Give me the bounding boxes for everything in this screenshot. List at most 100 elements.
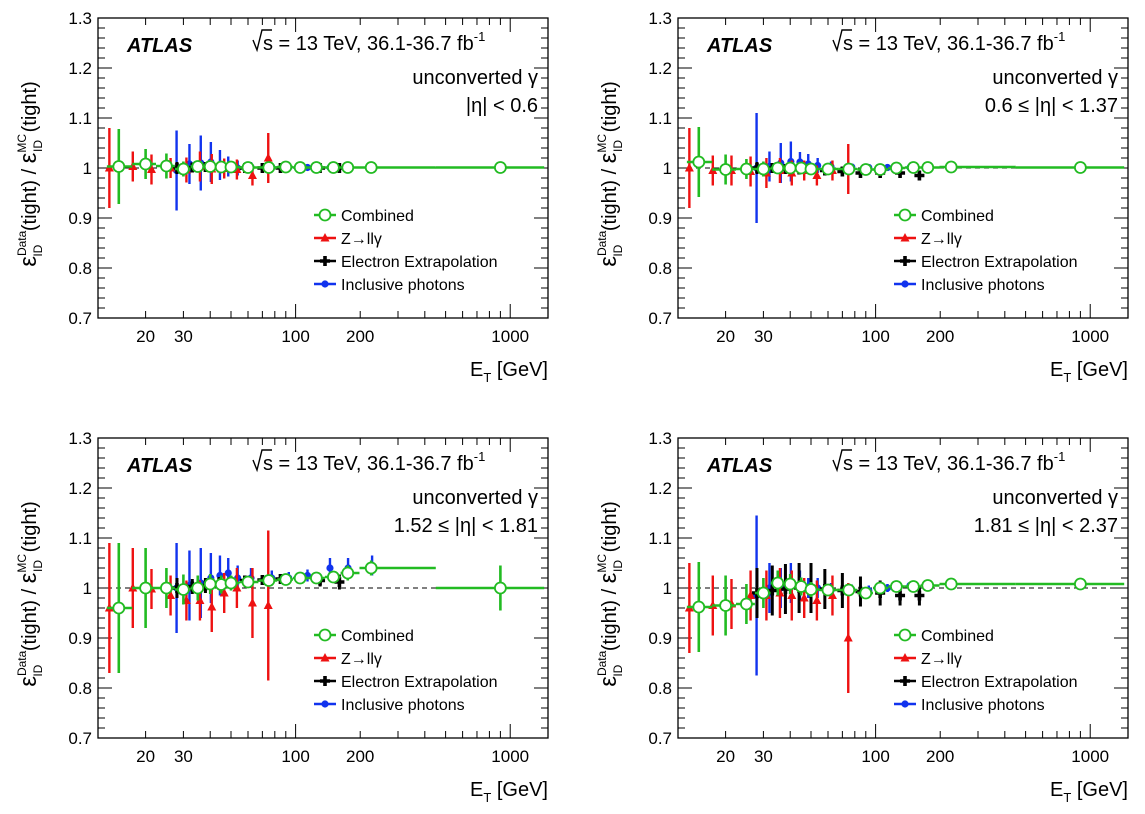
series-open-circle — [686, 127, 1125, 197]
legend-label: Electron Extrapolation — [341, 674, 498, 691]
data-point — [771, 576, 785, 590]
y-sub: ID — [31, 244, 45, 256]
y-tick-label: 0.8 — [68, 259, 92, 278]
data-point — [263, 153, 273, 162]
data-point — [804, 583, 818, 596]
x-tick-label: 200 — [346, 747, 374, 766]
x-axis-main: E — [1050, 779, 1063, 801]
y-tick-label: 1.3 — [68, 429, 92, 448]
data-point — [112, 601, 126, 615]
legend-item: Combined — [894, 628, 994, 645]
data-point — [262, 574, 276, 587]
data-point — [247, 598, 257, 607]
y-tick-label: 0.9 — [68, 209, 92, 228]
data-point — [263, 600, 273, 609]
data-point — [740, 162, 753, 176]
data-point — [859, 586, 873, 600]
y-tick-label: 0.7 — [648, 309, 672, 328]
y-tick-label: 1.1 — [68, 109, 92, 128]
y-tick-label: 0.9 — [68, 629, 92, 648]
x-axis-sub: T — [1063, 370, 1071, 385]
data-point — [364, 161, 378, 174]
legend-label: Inclusive photons — [341, 697, 465, 714]
data-point — [341, 566, 355, 580]
energy-text: s = 13 TeV, 36.1-36.7 fb — [263, 453, 474, 475]
data-point — [293, 571, 307, 585]
legend-marker — [321, 280, 329, 288]
data-point — [493, 161, 507, 174]
sqrt-symbol — [252, 29, 272, 53]
region-label: unconverted γ — [412, 487, 538, 509]
x-tick-label: 30 — [174, 327, 193, 346]
data-point — [219, 588, 229, 597]
y-eps: ε — [15, 676, 42, 687]
data-point — [859, 163, 873, 176]
data-point — [783, 577, 797, 591]
y-tick-label: 1.1 — [648, 529, 672, 548]
chart-panel-4: 0.7 0.8 0.9 1 1.1 1.2 1.3 20 30 100 200 1000 ATLAS s … — [580, 420, 1140, 812]
x-tick-label: 1000 — [1071, 327, 1109, 346]
y-sup: MC — [595, 554, 609, 573]
y-tick-label: 0.9 — [648, 629, 672, 648]
y-sub: ID — [31, 140, 45, 152]
legend-marker — [320, 653, 330, 662]
legend-label: Z→llγ — [341, 231, 382, 248]
data-point — [944, 577, 958, 591]
x-axis-label: ET [GeV] — [1050, 359, 1128, 385]
x-axis-label: ET [GeV] — [470, 779, 548, 805]
energy-sup: -1 — [1054, 29, 1066, 44]
x-tick-label: 1000 — [491, 327, 529, 346]
data-point — [334, 577, 345, 587]
x-tick-label: 100 — [281, 747, 309, 766]
y-eps: ε — [15, 572, 42, 583]
x-axis-main: E — [1050, 359, 1063, 381]
data-point — [719, 599, 733, 612]
data-point — [827, 590, 837, 599]
legend-marker — [321, 700, 329, 708]
y-tick-label: 0.8 — [648, 679, 672, 698]
energy-sup: -1 — [1054, 449, 1066, 464]
data-point — [146, 164, 156, 173]
legend-label: Inclusive photons — [921, 277, 1045, 294]
y-tight: (tight) — [19, 501, 41, 558]
x-axis-unit: [GeV] — [491, 359, 548, 381]
data-point — [921, 579, 935, 592]
legend-marker — [320, 676, 330, 686]
data-point — [166, 590, 176, 599]
x-axis-unit: [GeV] — [491, 779, 548, 801]
data-point — [821, 162, 835, 176]
series-open-circle — [686, 562, 1125, 652]
y-sub: ID — [31, 560, 45, 572]
y-mid: (tight) / — [19, 163, 41, 236]
data-point — [921, 161, 935, 174]
data-point — [224, 160, 238, 174]
x-tick-label: 200 — [346, 327, 374, 346]
chart-svg: 0.7 0.8 0.9 1 1.1 1.2 1.3 20 30 100 200 1000 ATLAS s … — [595, 9, 1129, 385]
y-sub: ID — [611, 664, 625, 676]
data-point — [203, 160, 217, 173]
data-point — [787, 590, 797, 599]
legend-item: Combined — [314, 208, 414, 225]
data-point — [160, 581, 173, 595]
data-point — [684, 163, 694, 172]
y-eps: ε — [595, 152, 622, 163]
y-tick-label: 1.2 — [68, 479, 92, 498]
legend-item: Electron Extrapolation — [894, 674, 1078, 691]
y-sup: MC — [595, 134, 609, 153]
y-sup: MC — [15, 554, 29, 573]
y-tick-label: 1.2 — [648, 59, 672, 78]
data-point — [767, 585, 778, 596]
y-tick-label: 0.7 — [68, 729, 92, 748]
data-point — [756, 586, 770, 600]
data-point — [160, 159, 173, 173]
x-tick-label: 1000 — [491, 747, 529, 766]
eta-label: 0.6 ≤ |η| < 1.37 — [985, 95, 1118, 117]
x-axis-sub: T — [483, 790, 491, 805]
data-point — [914, 170, 925, 181]
legend-item: Inclusive photons — [894, 697, 1045, 714]
energy-label: s = 13 TeV, 36.1-36.7 fb-1 — [263, 449, 485, 475]
data-point — [279, 573, 293, 586]
atlas-label: ATLAS — [126, 35, 193, 57]
data-point — [293, 161, 307, 174]
data-point — [241, 575, 255, 589]
